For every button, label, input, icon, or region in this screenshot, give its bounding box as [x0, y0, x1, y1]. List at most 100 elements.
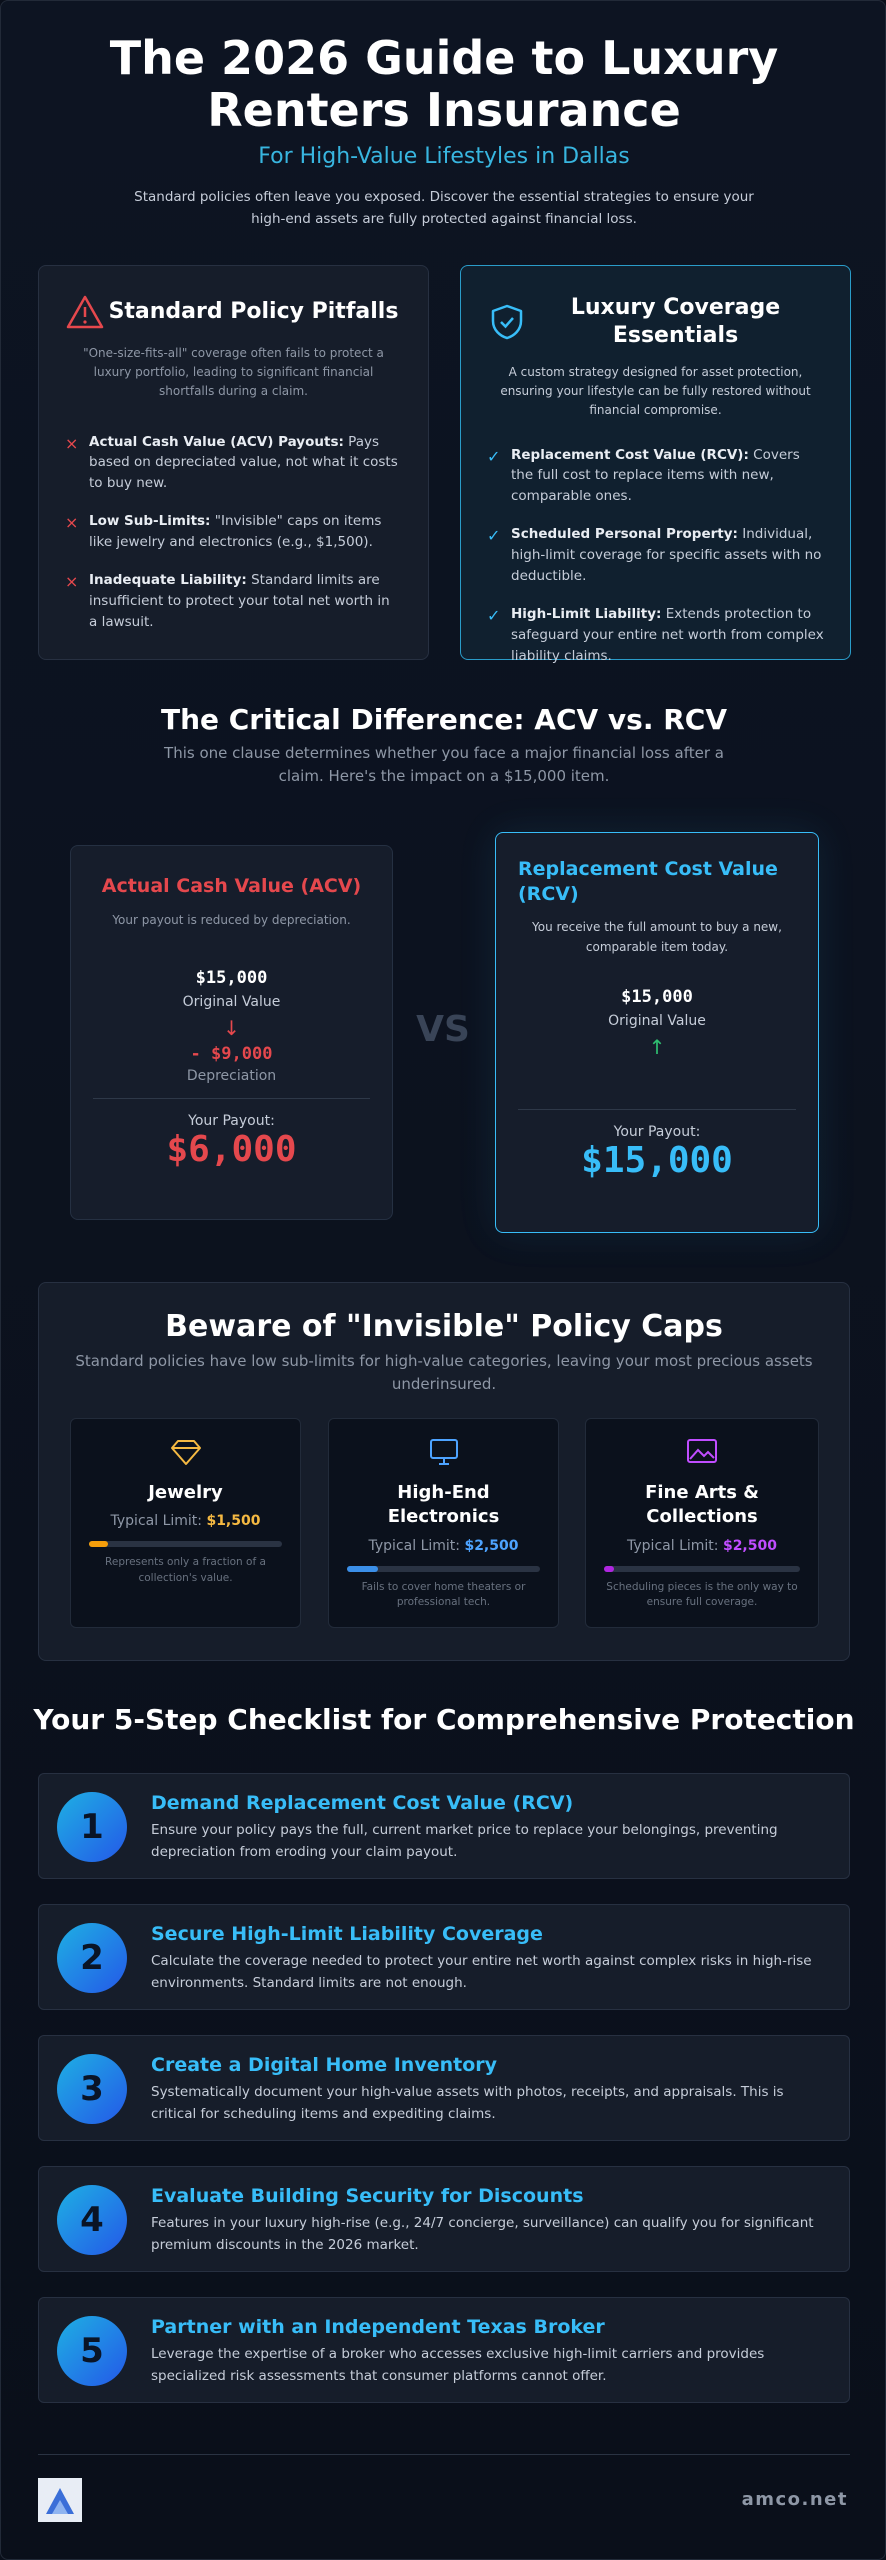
up-arrow: ↑ [648, 1034, 666, 1059]
cap-name: High-End Electronics [387, 1482, 500, 1528]
limit-value: $2,500 [464, 1537, 519, 1554]
step-text: Features in your luxury high-rise (e.g.,… [151, 2215, 814, 2253]
step-text: Calculate the coverage needed to protect… [151, 1953, 812, 1991]
step-title: Demand Replacement Cost Value (RCV) [151, 1792, 574, 1814]
depreciation-amount: - $9,000 [190, 1043, 273, 1064]
limit-label: Typical Limit: [627, 1537, 719, 1554]
step-number: 2 [57, 1923, 127, 1993]
cap-name: Fine Arts & Collections [645, 1482, 759, 1528]
footer-line [38, 2454, 850, 2455]
step-number: 1 [57, 1792, 127, 1862]
original-amount: $15,000 [621, 986, 693, 1007]
subtitle: For High-Value Lifestyles in Dallas [258, 144, 630, 170]
section-title: Your 5-Step Checklist for Comprehensive … [33, 1703, 855, 1736]
essential-item: ✓ Scheduled Personal Property: Individual… [487, 526, 822, 585]
limit-value: $1,500 [206, 1513, 261, 1530]
limit-bar [89, 1541, 282, 1548]
item-text: Covers the full cost to replace items wi… [511, 446, 800, 505]
original-amount: $15,000 [195, 967, 268, 988]
difference-header: The Critical Difference: ACV vs. RCV Thi… [1, 703, 885, 787]
card-title: Luxury Coverage Essentials [570, 295, 781, 348]
item-text: "Invisible" caps on items like jewelry a… [89, 513, 382, 551]
pitfall-item: × Inadequate Liability: Standard limits a… [65, 572, 390, 631]
step-number: 5 [57, 2316, 127, 2386]
divider [518, 1108, 796, 1110]
pitfall-item: × Low Sub-Limits: "Invisible" caps on ite… [65, 513, 382, 551]
card-note: You receive the full amount to buy a new… [532, 920, 782, 954]
essential-item: ✓ High-Limit Liability: Extends protectio… [487, 606, 824, 664]
depreciation-label: Depreciation [186, 1067, 277, 1084]
step-title: Evaluate Building Security for Discounts [151, 2185, 584, 2207]
pitfall-list: × Actual Cash Value (ACV) Payouts: Pays b… [39, 402, 428, 633]
section-subtitle: This one clause determines whether you f… [164, 744, 724, 785]
original-label: Original Value [182, 993, 281, 1010]
step-card: 2 Secure High-Limit Liability Coverage Cal… [38, 1904, 850, 2010]
header: The 2026 Guide to Luxury Renters Insuran… [1, 31, 885, 230]
pitfall-item: × Actual Cash Value (ACV) Payouts: Pays b… [65, 433, 398, 492]
vs-label: VS [416, 1009, 470, 1050]
step-number: 3 [57, 2054, 127, 2124]
payout-label: Your Payout: [188, 1112, 275, 1129]
limit-label: Typical Limit: [110, 1513, 202, 1530]
card-note: Your payout is reduced by depreciation. [112, 912, 351, 927]
limit-bar [347, 1565, 540, 1572]
card-description: "One-size-fits-all" coverage often fails… [83, 346, 384, 399]
divider [93, 1097, 370, 1099]
item-label: Actual Cash Value (ACV) Payouts: [89, 433, 344, 450]
cap-card: High-End Electronics Typical Limit: $2,5… [328, 1418, 559, 1628]
payout-amount: $6,000 [166, 1128, 297, 1170]
cap-note: Fails to cover home theaters or professi… [361, 1580, 526, 1609]
step-text: Systematically document your high-value … [151, 2084, 784, 2122]
rcv-card: Replacement Cost Value (RCV) You receive… [495, 832, 819, 1233]
warning-icon [66, 295, 104, 329]
cap-card: Fine Arts & Collections Typical Limit: $… [585, 1418, 819, 1628]
cap-name: Jewelry [148, 1482, 223, 1503]
limit-value: $2,500 [722, 1537, 777, 1554]
step-title: Partner with an Independent Texas Broker [151, 2316, 605, 2338]
step-number: 4 [57, 2185, 127, 2255]
brand: amco.net [741, 2489, 848, 2510]
item-text: Extends protection to safeguard your ent… [511, 606, 824, 664]
essential-item: ✓ Replacement Cost Value (RCV): Covers th… [487, 446, 800, 505]
item-text: Individual, high-limit coverage for spec… [511, 526, 822, 585]
item-text: Pays based on depreciated value, not wha… [89, 433, 398, 492]
item-label: Replacement Cost Value (RCV): [511, 446, 749, 463]
step-card: 3 Create a Digital Home Inventory Systemat… [38, 2035, 850, 2141]
card-title: Replacement Cost Value (RCV) [518, 858, 778, 905]
shield-icon [491, 304, 523, 339]
limit-label: Typical Limit: [368, 1537, 460, 1554]
acv-card: Actual Cash Value (ACV) Your payout is r… [70, 845, 393, 1220]
gem-icon [170, 1440, 201, 1465]
original-label: Original Value [608, 1012, 706, 1029]
section-title: Beware of "Invisible" Policy Caps [165, 1309, 723, 1344]
limit-bar [604, 1565, 800, 1572]
step-title: Secure High-Limit Liability Coverage [151, 1923, 543, 1945]
step-title: Create a Digital Home Inventory [151, 2054, 498, 2076]
item-label: Scheduled Personal Property: [511, 526, 738, 543]
step-card: 5 Partner with an Independent Texas Broke… [38, 2297, 850, 2403]
logo [38, 2478, 82, 2522]
essentials-card: Luxury Coverage Essentials A custom stra… [460, 265, 851, 664]
section-title: The Critical Difference: ACV vs. RCV [160, 703, 728, 736]
down-arrow: ↓ [223, 1015, 240, 1040]
essential-list: ✓ Replacement Cost Value (RCV): Covers th… [461, 421, 850, 667]
payout-amount: $15,000 [581, 1139, 733, 1181]
title: The 2026 Guide to Luxury Renters Insuran… [109, 31, 779, 137]
item-label: Inadequate Liability: [89, 572, 247, 589]
intro: Standard policies often leave you expose… [134, 189, 754, 227]
step-text: Leverage the expertise of a broker who a… [151, 2346, 765, 2384]
step-text: Ensure your policy pays the full, curren… [151, 1822, 778, 1860]
step-card: 4 Evaluate Building Security for Discount… [38, 2166, 850, 2272]
card-description: A custom strategy designed for asset pro… [500, 365, 811, 418]
step-card: 1 Demand Replacement Cost Value (RCV) Ensu… [38, 1773, 850, 1879]
item-label: Low Sub-Limits: [89, 513, 211, 530]
monitor-icon [429, 1439, 458, 1465]
pitfalls-card: Standard Policy Pitfalls "One-size-fits-… [38, 265, 429, 660]
image-icon [687, 1439, 717, 1463]
item-label: High-Limit Liability: [511, 606, 662, 623]
cap-card: Jewelry Typical Limit: $1,500 Represents… [70, 1418, 301, 1628]
item-text: Standard limits are insufficient to prot… [89, 572, 390, 631]
